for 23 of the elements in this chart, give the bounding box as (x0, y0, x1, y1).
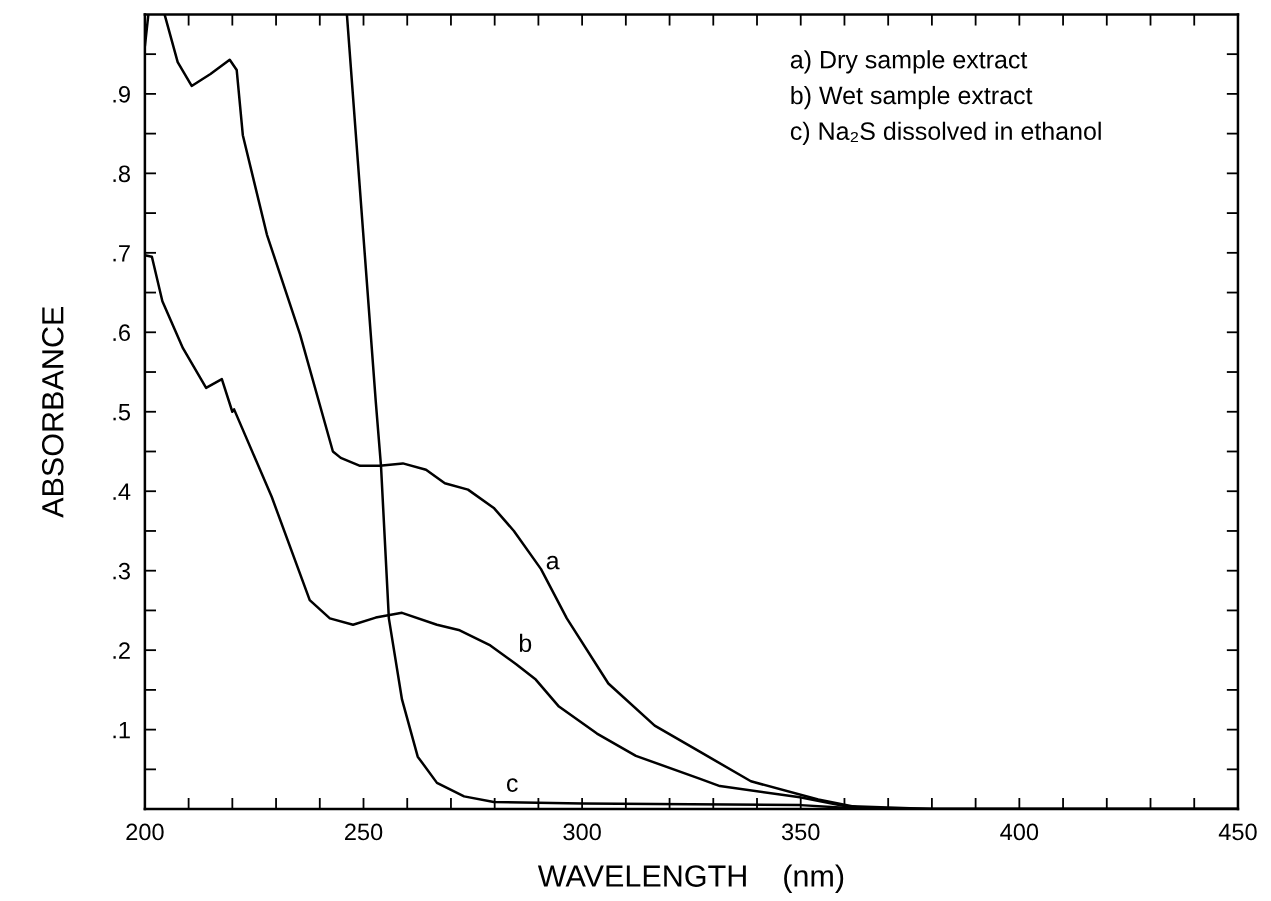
annotation: a) Dry sample extract (790, 50, 1028, 74)
y-tick-label: .6 (113, 324, 130, 342)
series-label: c (506, 778, 518, 792)
y-tick-label: .7 (113, 245, 130, 262)
x-tick-label: 200 (126, 823, 164, 841)
y-tick-label: .1 (113, 721, 130, 739)
y-tick-label: .4 (113, 483, 131, 500)
y-tick-label: .2 (113, 642, 130, 659)
series-label: b (519, 633, 532, 653)
y-axis-title: ABSORBANCE (41, 306, 64, 518)
series-label: a (546, 555, 560, 570)
y-tick-label: .3 (113, 562, 130, 580)
x-tick-label: 350 (781, 823, 820, 841)
x-tick-label: 300 (563, 823, 601, 841)
x-tick-label: 450 (1218, 823, 1257, 841)
annotation: b) Wet sample extract (791, 85, 1033, 110)
y-tick-label: .9 (113, 85, 130, 103)
y-tick-label: .8 (113, 165, 130, 183)
x-axis-title: WAVELENGTH (nm) (537, 864, 844, 893)
x-tick-label: 250 (345, 823, 383, 841)
x-tick-label: 400 (1000, 823, 1039, 841)
y-tick-label: .5 (113, 404, 131, 421)
annotation: c) Na₂S dissolved in ethanol (790, 121, 1101, 145)
